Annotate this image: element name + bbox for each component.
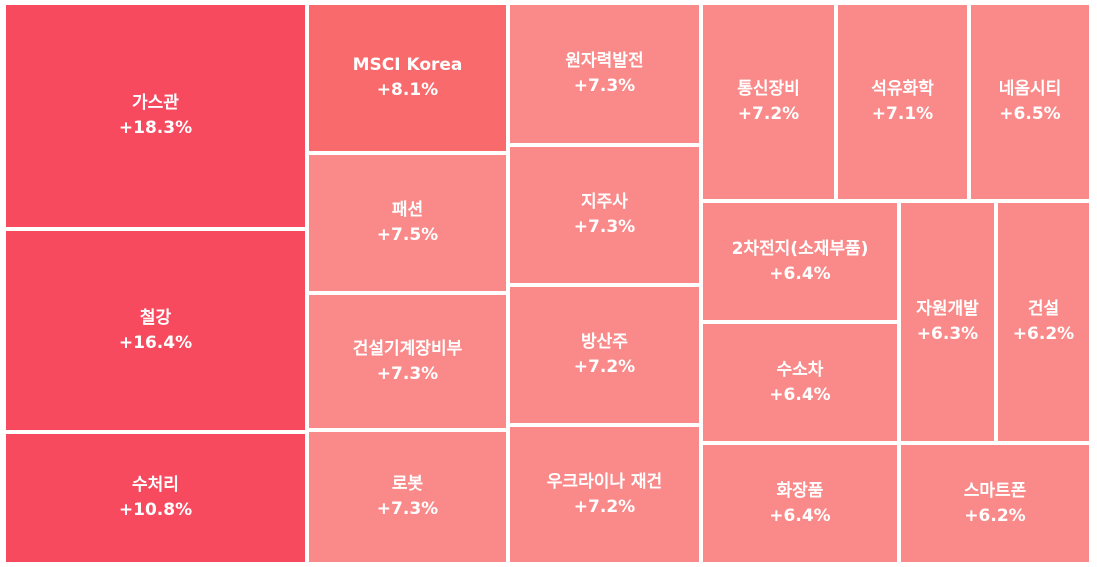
tile-value: +7.5% xyxy=(376,225,439,245)
tile-label: 원자력발전 xyxy=(565,51,644,72)
tile-label: 수소차 xyxy=(776,359,824,380)
tile-value: +7.1% xyxy=(871,104,934,124)
treemap-tile[interactable]: 네옴시티 +6.5% xyxy=(969,3,1091,201)
tile-label: 석유화학 xyxy=(871,79,934,100)
tile-label: 2차전지(소재부품) xyxy=(731,238,869,259)
tile-value: +6.2% xyxy=(1012,324,1075,344)
tile-value: +7.3% xyxy=(376,363,439,384)
tile-value: +7.3% xyxy=(376,499,439,519)
tile-label: 방산주 xyxy=(581,332,628,353)
treemap-tile[interactable]: 수처리 +10.8% xyxy=(4,432,307,564)
treemap-tile[interactable]: 자원개발 +6.3% xyxy=(899,201,996,443)
treemap-tile[interactable]: 가스관 +18.3% xyxy=(4,3,307,229)
tile-label: 자원개발 xyxy=(916,299,979,320)
tile-label: 통신장비 xyxy=(737,79,800,100)
treemap-tile[interactable]: 수소차 +6.4% xyxy=(701,322,899,443)
tile-value: +6.5% xyxy=(999,104,1061,124)
treemap-tile[interactable]: 원자력발전 +7.3% xyxy=(508,3,701,145)
tile-label: 로봇 xyxy=(391,474,424,495)
tile-value: +7.3% xyxy=(573,217,636,237)
tile-value: +7.2% xyxy=(573,496,636,517)
tile-value: +7.3% xyxy=(573,76,636,96)
treemap-tile[interactable]: MSCI Korea +8.1% xyxy=(307,3,508,153)
tile-value: +7.2% xyxy=(573,357,636,377)
tile-label: 네옴시티 xyxy=(998,79,1062,100)
treemap-tile[interactable]: 패션 +7.5% xyxy=(307,153,508,293)
treemap-tile[interactable]: 철강 +16.4% xyxy=(4,229,307,432)
tile-label: 건설기계장비부 xyxy=(352,338,463,359)
treemap-tile[interactable]: 방산주 +7.2% xyxy=(508,285,701,425)
treemap-tile[interactable]: 건설기계장비부 +7.3% xyxy=(307,293,508,430)
treemap-tile[interactable]: 건설 +6.2% xyxy=(996,201,1091,443)
tile-value: +6.4% xyxy=(769,263,831,284)
treemap-tile[interactable]: 우크라이나 재건 +7.2% xyxy=(508,425,701,564)
tile-value: +6.2% xyxy=(964,505,1026,526)
tile-value: +6.4% xyxy=(769,505,831,526)
tile-value: +10.8% xyxy=(118,500,193,520)
tile-label: 철강 xyxy=(139,307,172,328)
tile-label: 건설 xyxy=(1027,299,1060,320)
treemap-tile[interactable]: 석유화학 +7.1% xyxy=(836,3,969,201)
tile-value: +16.4% xyxy=(118,332,193,353)
treemap-tile[interactable]: 지주사 +7.3% xyxy=(508,145,701,285)
tile-label: 우크라이나 재건 xyxy=(546,471,663,492)
tile-value: +7.2% xyxy=(737,104,800,124)
treemap-tile[interactable]: 로봇 +7.3% xyxy=(307,430,508,564)
treemap-tile[interactable]: 스마트폰 +6.2% xyxy=(899,443,1091,564)
tile-label: 수처리 xyxy=(132,475,179,496)
tile-label: 패션 xyxy=(391,200,424,221)
tile-value: +6.3% xyxy=(916,324,979,344)
tile-value: +8.1% xyxy=(376,80,439,100)
tile-value: +18.3% xyxy=(118,118,193,138)
treemap-tile[interactable]: 화장품 +6.4% xyxy=(701,443,899,564)
tile-label: MSCI Korea xyxy=(352,55,463,76)
treemap-tile[interactable]: 2차전지(소재부품) +6.4% xyxy=(701,201,899,322)
tile-label: 가스관 xyxy=(132,93,179,114)
tile-label: 스마트폰 xyxy=(963,480,1027,501)
tile-label: 지주사 xyxy=(581,192,628,213)
tile-label: 화장품 xyxy=(776,480,824,501)
treemap-tile[interactable]: 통신장비 +7.2% xyxy=(701,3,836,201)
tile-value: +6.4% xyxy=(769,384,831,405)
